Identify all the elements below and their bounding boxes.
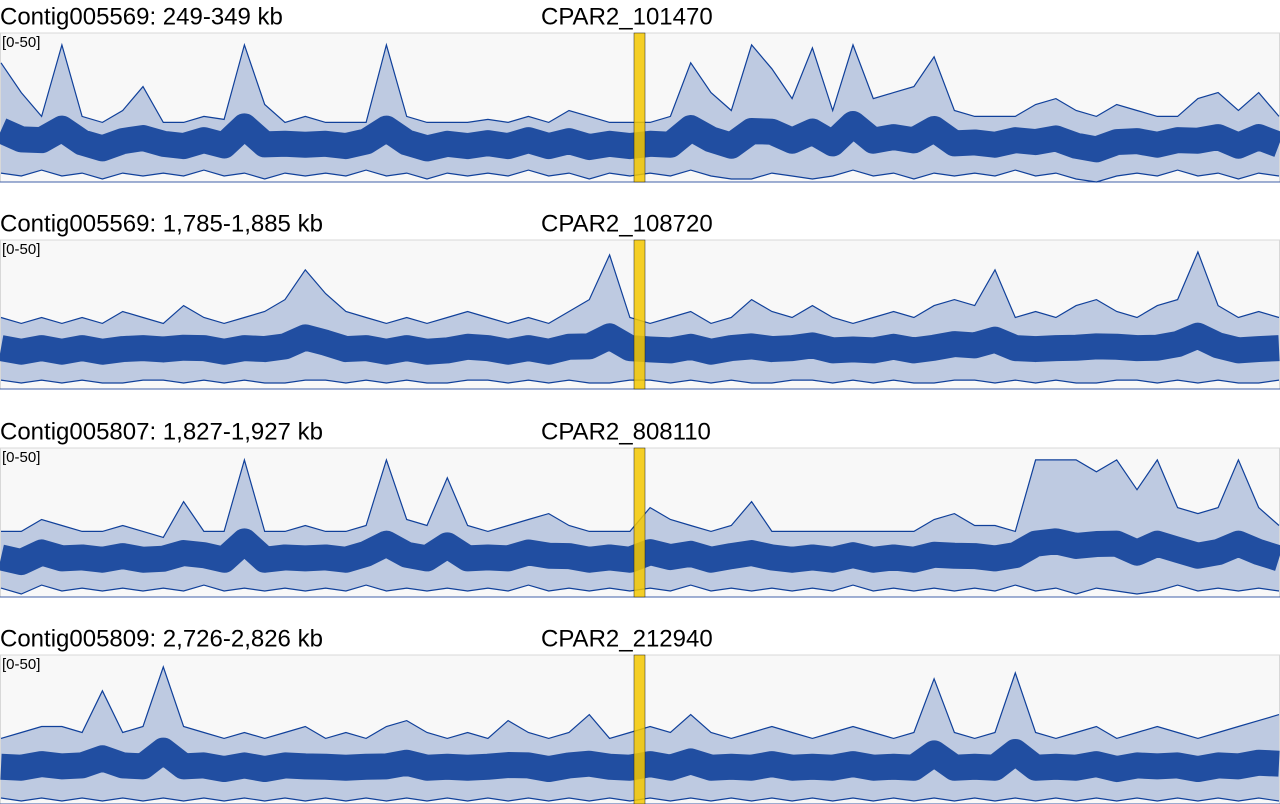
gene-label: CPAR2_108720 (541, 210, 713, 237)
track-panel: [0-50] Contig005807: 1,827-1,927 kb CPAR2_… (0, 418, 1280, 598)
gene-highlight (633, 447, 646, 598)
range-label: [0-50] (2, 449, 40, 466)
range-label: [0-50] (2, 34, 40, 51)
gene-highlight (633, 239, 646, 390)
track-panel: [0-50] Contig005809: 2,726-2,826 kb CPAR2_… (0, 625, 1280, 804)
track-panel: [0-50] Contig005569: 249-349 kb CPAR2_1014… (0, 3, 1280, 183)
track-title: Contig005569: 1,785-1,885 kb (0, 210, 323, 237)
gene-highlight (633, 32, 646, 183)
range-label: [0-50] (2, 656, 40, 673)
gene-label: CPAR2_101470 (541, 3, 713, 30)
track-title: Contig005809: 2,726-2,826 kb (0, 625, 323, 652)
track-title: Contig005569: 249-349 kb (0, 3, 283, 30)
range-label: [0-50] (2, 241, 40, 258)
gene-label: CPAR2_808110 (541, 418, 711, 445)
gene-label: CPAR2_212940 (541, 625, 713, 652)
track-title: Contig005807: 1,827-1,927 kb (0, 418, 323, 445)
gene-highlight (633, 654, 646, 804)
track-panel: [0-50] Contig005569: 1,785-1,885 kb CPAR2_… (0, 210, 1280, 390)
